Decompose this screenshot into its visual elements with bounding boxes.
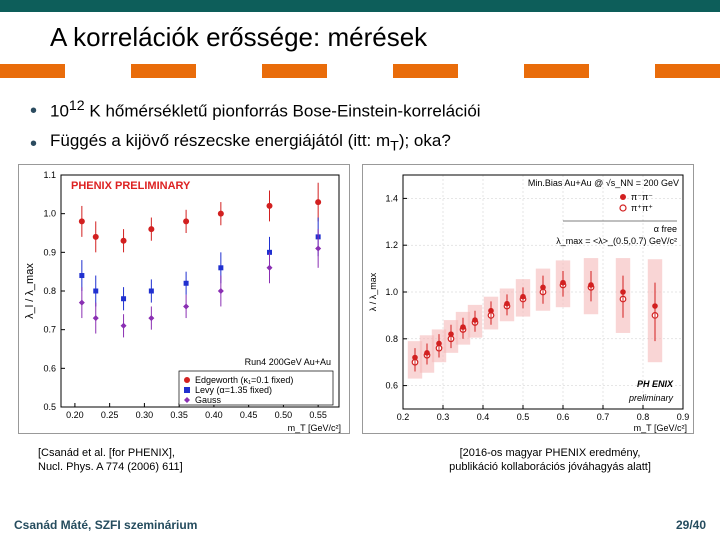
svg-text:0.7: 0.7 bbox=[597, 412, 610, 422]
svg-text:0.35: 0.35 bbox=[170, 410, 188, 420]
svg-text:0.55: 0.55 bbox=[309, 410, 327, 420]
chart-left: 0.20 0.25 0.30 0.35 0.40 0.45 0.50 0.55 0.5 0.6 0.… bbox=[18, 164, 350, 434]
svg-text:0.6: 0.6 bbox=[557, 412, 570, 422]
footer-author: Csanád Máté, SZFI szeminárium bbox=[14, 518, 197, 532]
svg-text:0.8: 0.8 bbox=[637, 412, 650, 422]
svg-text:1.0: 1.0 bbox=[43, 209, 56, 219]
svg-text:Gauss: Gauss bbox=[195, 395, 222, 405]
svg-text:0.20: 0.20 bbox=[66, 410, 84, 420]
bullet-list: 1012 K hőmérsékletű pionforrás Bose-Eins… bbox=[30, 94, 481, 158]
svg-text:1.4: 1.4 bbox=[385, 193, 398, 203]
ref-right-line2: publikáció kollaborációs jóváhagyás alat… bbox=[449, 461, 651, 473]
svg-text:0.25: 0.25 bbox=[101, 410, 119, 420]
svg-text:preliminary: preliminary bbox=[628, 393, 674, 403]
svg-text:Edgeworth (κ₁=0.1 fixed): Edgeworth (κ₁=0.1 fixed) bbox=[195, 375, 293, 385]
svg-text:m_T [GeV/c²]: m_T [GeV/c²] bbox=[288, 423, 341, 433]
svg-text:0.9: 0.9 bbox=[43, 247, 56, 257]
svg-text:1.2: 1.2 bbox=[385, 240, 398, 250]
svg-text:π⁻π⁻: π⁻π⁻ bbox=[631, 192, 653, 202]
header-band bbox=[0, 0, 720, 12]
footer-page-number: 29/40 bbox=[676, 518, 706, 532]
svg-text:0.50: 0.50 bbox=[275, 410, 293, 420]
svg-text:0.9: 0.9 bbox=[677, 412, 690, 422]
accent-band bbox=[0, 64, 720, 78]
svg-text:0.8: 0.8 bbox=[385, 334, 398, 344]
svg-text:λ / λ_max: λ / λ_max bbox=[368, 272, 378, 311]
reference-left: [Csanád et al. [for PHENIX], Nucl. Phys.… bbox=[38, 446, 183, 475]
bullet-item: Függés a kijövő részecske energiájától (… bbox=[30, 127, 481, 158]
svg-text:0.5: 0.5 bbox=[43, 402, 56, 412]
svg-text:0.30: 0.30 bbox=[136, 410, 154, 420]
bullet-item: 1012 K hőmérsékletű pionforrás Bose-Eins… bbox=[30, 94, 481, 127]
svg-text:0.6: 0.6 bbox=[385, 381, 398, 391]
svg-text:0.2: 0.2 bbox=[397, 412, 410, 422]
charts-row: 0.200.250.300.350.400.450.500.550.50.60.… bbox=[18, 164, 694, 434]
svg-text:Min.Bias Au+Au @ √s_NN = 200 G: Min.Bias Au+Au @ √s_NN = 200 GeV bbox=[528, 178, 679, 188]
svg-text:0.6: 0.6 bbox=[43, 363, 56, 373]
chart-left-svg: 0.20 0.25 0.30 0.35 0.40 0.45 0.50 0.55 0.5 0.6 0.… bbox=[19, 165, 351, 435]
ref-left-line2: Nucl. Phys. A 774 (2006) 611] bbox=[38, 461, 183, 473]
svg-text:λ_max = <λ>_(0.5,0.7) GeV/c²: λ_max = <λ>_(0.5,0.7) GeV/c² bbox=[556, 236, 677, 246]
svg-text:λ_l / λ_max: λ_l / λ_max bbox=[24, 263, 36, 319]
chart-right-svg: 0.2 0.3 0.4 0.5 0.6 0.7 0.8 0.9 0.6 0.8 1.0 1.2 1.4 λ… bbox=[363, 165, 695, 435]
svg-text:0.45: 0.45 bbox=[240, 410, 258, 420]
svg-text:α free: α free bbox=[654, 224, 677, 234]
svg-text:1.1: 1.1 bbox=[43, 170, 56, 180]
svg-text:0.5: 0.5 bbox=[517, 412, 530, 422]
svg-text:0.4: 0.4 bbox=[477, 412, 490, 422]
ref-left-line1: [Csanád et al. [for PHENIX], bbox=[38, 447, 175, 459]
svg-text:PHENIX PRELIMINARY: PHENIX PRELIMINARY bbox=[71, 180, 191, 192]
page-title: A korrelációk erőssége: mérések bbox=[50, 22, 427, 53]
svg-text:m_T [GeV/c²]: m_T [GeV/c²] bbox=[634, 423, 687, 433]
ref-right-line1: [2016-os magyar PHENIX eredmény, bbox=[460, 447, 641, 459]
svg-text:Run4 200GeV Au+Au: Run4 200GeV Au+Au bbox=[245, 357, 331, 367]
svg-text:0.40: 0.40 bbox=[205, 410, 223, 420]
svg-text:0.3: 0.3 bbox=[437, 412, 450, 422]
chart-right: 0.2 0.3 0.4 0.5 0.6 0.7 0.8 0.9 0.6 0.8 1.0 1.2 1.4 λ… bbox=[362, 164, 694, 434]
reference-right: [2016-os magyar PHENIX eredmény, publiká… bbox=[420, 446, 680, 475]
svg-text:PH ENIX: PH ENIX bbox=[637, 379, 674, 389]
svg-text:Levy (α=1.35 fixed): Levy (α=1.35 fixed) bbox=[195, 385, 272, 395]
svg-text:0.8: 0.8 bbox=[43, 286, 56, 296]
svg-text:π⁺π⁺: π⁺π⁺ bbox=[631, 203, 653, 213]
svg-text:1.0: 1.0 bbox=[385, 287, 398, 297]
svg-text:0.7: 0.7 bbox=[43, 325, 56, 335]
